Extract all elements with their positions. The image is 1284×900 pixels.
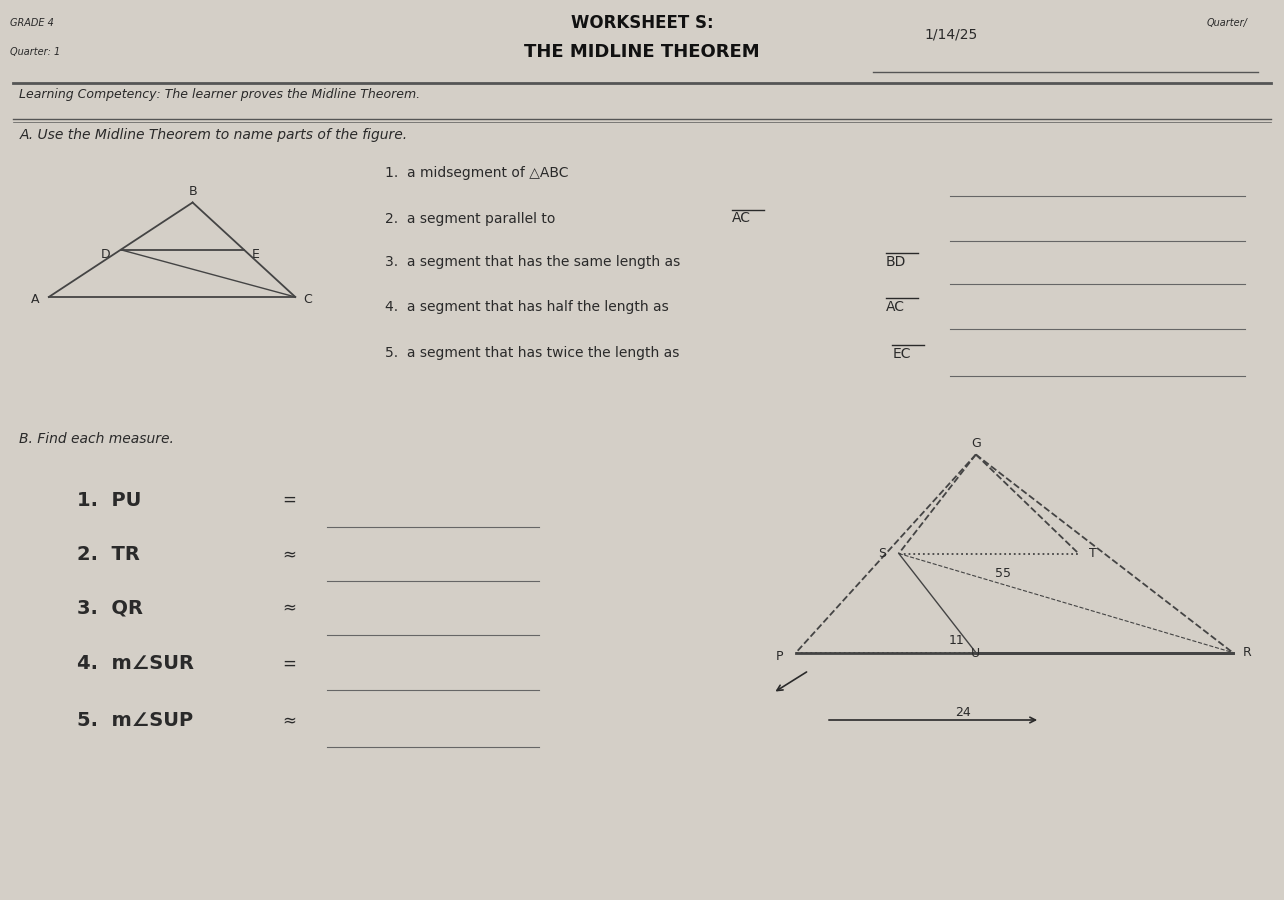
Text: 1.  PU: 1. PU	[77, 491, 141, 509]
Text: U: U	[971, 647, 981, 660]
Text: ≈: ≈	[282, 598, 297, 616]
Text: ≈: ≈	[282, 711, 297, 729]
Text: Quarter/: Quarter/	[1207, 18, 1248, 28]
Text: C: C	[303, 293, 312, 306]
Text: =: =	[282, 654, 297, 672]
Text: 3.  a segment that has the same length as: 3. a segment that has the same length as	[385, 255, 684, 269]
Text: B: B	[189, 185, 196, 198]
Text: THE MIDLINE THEOREM: THE MIDLINE THEOREM	[524, 43, 760, 61]
Text: ≈: ≈	[282, 545, 297, 563]
Text: 24: 24	[955, 706, 971, 719]
Text: Quarter: 1: Quarter: 1	[10, 47, 60, 57]
Text: 4.  a segment that has half the length as: 4. a segment that has half the length as	[385, 300, 673, 314]
Text: 5.  m∠SUP: 5. m∠SUP	[77, 711, 193, 730]
Text: G: G	[971, 437, 981, 450]
Text: 55: 55	[995, 567, 1011, 580]
Text: 11: 11	[949, 634, 964, 647]
Text: E: E	[252, 248, 259, 261]
Text: 5.  a segment that has twice the length as: 5. a segment that has twice the length a…	[385, 346, 684, 361]
Text: 4.  m∠SUR: 4. m∠SUR	[77, 654, 194, 673]
Text: 3.  QR: 3. QR	[77, 598, 143, 617]
Text: 2.  a segment parallel to: 2. a segment parallel to	[385, 212, 560, 226]
Text: BD: BD	[886, 255, 907, 269]
Text: =: =	[282, 491, 297, 508]
Text: D: D	[101, 248, 110, 261]
Text: AC: AC	[732, 212, 751, 226]
Text: WORKSHEET S:: WORKSHEET S:	[570, 14, 714, 32]
Text: 2.  TR: 2. TR	[77, 545, 140, 564]
Text: GRADE 4: GRADE 4	[10, 18, 54, 28]
Text: P: P	[776, 651, 783, 663]
Text: B. Find each measure.: B. Find each measure.	[19, 432, 175, 446]
Text: S: S	[878, 547, 886, 560]
Text: R: R	[1243, 646, 1252, 659]
Text: 1.  a midsegment of △ABC: 1. a midsegment of △ABC	[385, 166, 569, 181]
Text: AC: AC	[886, 300, 905, 314]
Text: A: A	[31, 293, 40, 306]
Text: Learning Competency: The learner proves the Midline Theorem.: Learning Competency: The learner proves …	[19, 88, 420, 101]
Text: T: T	[1089, 547, 1097, 560]
Text: EC: EC	[892, 346, 910, 361]
Text: A. Use the Midline Theorem to name parts of the figure.: A. Use the Midline Theorem to name parts…	[19, 128, 407, 142]
Text: 1/14/25: 1/14/25	[924, 27, 977, 41]
